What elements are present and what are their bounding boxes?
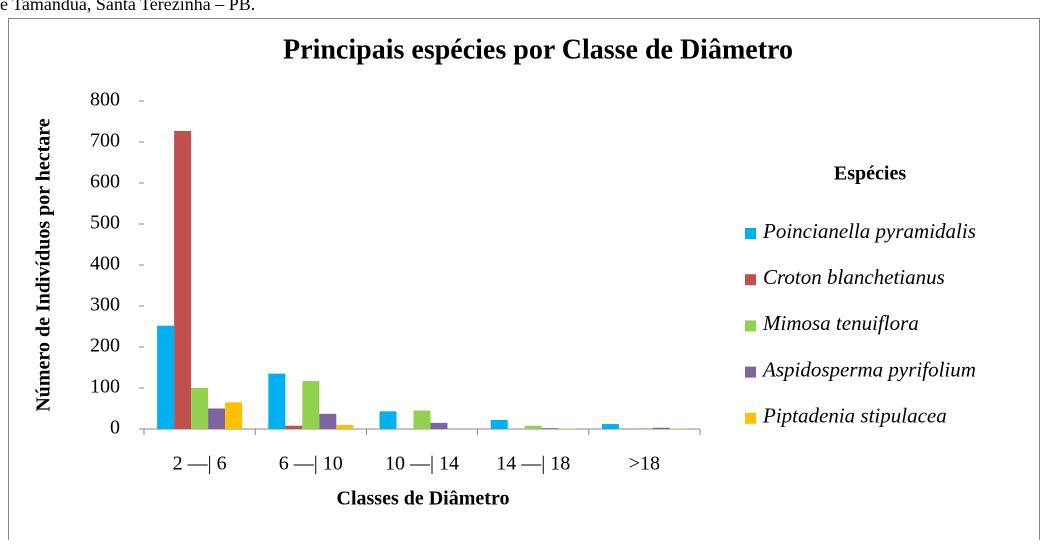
bar bbox=[302, 381, 319, 429]
y-tick-label: 700 bbox=[90, 130, 120, 152]
legend-swatch bbox=[745, 274, 756, 285]
x-tick-label: >18 bbox=[629, 453, 660, 475]
y-axis-label: Número de Indivíduos por hectare bbox=[33, 118, 55, 411]
y-tick-label: 300 bbox=[90, 294, 120, 316]
bar bbox=[414, 411, 431, 429]
x-tick-label: 2 —| 6 bbox=[173, 453, 227, 475]
legend-label: Poincianella pyramidalis bbox=[762, 219, 976, 243]
legend-swatch bbox=[745, 413, 756, 424]
bar bbox=[336, 425, 353, 429]
bar bbox=[285, 426, 302, 429]
bar bbox=[319, 414, 336, 429]
x-axis-label: Classes de Diâmetro bbox=[337, 488, 510, 510]
legend-title: Espécies bbox=[834, 163, 906, 185]
bar bbox=[157, 326, 174, 429]
bar bbox=[542, 428, 559, 429]
bar bbox=[225, 402, 242, 429]
y-tick-label: 100 bbox=[90, 376, 120, 398]
bar bbox=[174, 131, 191, 429]
y-tick-label: 500 bbox=[90, 212, 120, 234]
bar bbox=[191, 388, 208, 429]
bar bbox=[268, 374, 285, 429]
legend-label: Aspidosperma pyrifolium bbox=[761, 357, 976, 381]
x-tick-label: 10 —| 14 bbox=[385, 453, 459, 475]
bar bbox=[636, 428, 653, 429]
y-tick-label: 600 bbox=[90, 171, 120, 193]
bar bbox=[653, 428, 670, 429]
y-tick-label: 400 bbox=[90, 253, 120, 275]
legend-swatch bbox=[745, 367, 756, 378]
legend-swatch bbox=[745, 228, 756, 239]
legend-swatch bbox=[745, 320, 756, 331]
legend-label: Mimosa tenuiflora bbox=[762, 311, 919, 335]
bar bbox=[491, 420, 508, 429]
bar bbox=[208, 409, 225, 430]
bar bbox=[431, 423, 448, 429]
bar bbox=[525, 426, 542, 429]
caption: e Tamanduá, Santa Terezinha – PB. bbox=[0, 0, 255, 14]
y-tick-label: 0 bbox=[110, 417, 120, 439]
bar bbox=[380, 411, 397, 429]
bar bbox=[602, 424, 619, 429]
legend-label: Piptadenia stipulacea bbox=[762, 404, 947, 428]
y-tick-label: 800 bbox=[90, 89, 120, 111]
x-tick-label: 14 —| 18 bbox=[496, 453, 570, 475]
y-tick-label: 200 bbox=[90, 335, 120, 357]
legend-label: Croton blanchetianus bbox=[763, 265, 945, 289]
x-tick-label: 6 —| 10 bbox=[279, 453, 343, 475]
chart-title: Principais espécies por Classe de Diâmet… bbox=[283, 34, 793, 65]
